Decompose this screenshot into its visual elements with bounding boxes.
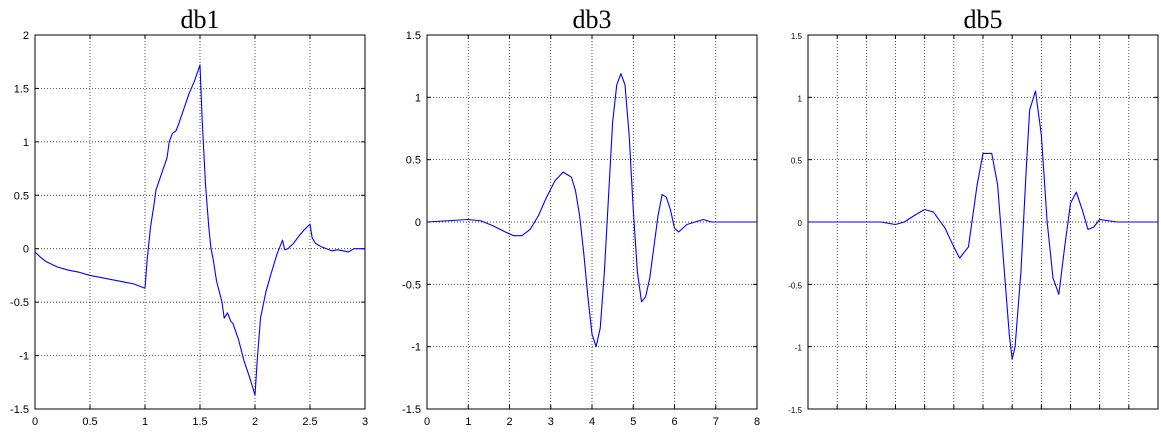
x-tick-label: 2.5 bbox=[302, 416, 317, 428]
x-tick-label: 8 bbox=[754, 416, 760, 428]
y-tick-label: -0.5 bbox=[788, 281, 802, 290]
y-tick-label: -1 bbox=[411, 342, 421, 354]
y-tick-label: 0.5 bbox=[791, 157, 803, 166]
x-tick-label: 0.5 bbox=[82, 416, 97, 428]
y-tick-label: 1 bbox=[23, 137, 29, 149]
x-tick-label: 1 bbox=[142, 416, 148, 428]
x-tick-label: 1 bbox=[465, 416, 471, 428]
y-tick-label: 1 bbox=[798, 94, 803, 103]
y-tick-label: 0 bbox=[415, 217, 421, 229]
chart-db5: db5 1.5 1 0.5 0 -0.5 -1 -1.5 bbox=[788, 5, 1159, 415]
series-line bbox=[426, 73, 757, 348]
y-tick-label: 0 bbox=[798, 219, 803, 228]
y-tick-label: 0.5 bbox=[406, 155, 421, 167]
x-tick-label: 3 bbox=[548, 416, 554, 428]
x-tick-label: 0 bbox=[32, 416, 38, 428]
x-tick-label: 0 bbox=[424, 416, 430, 428]
x-tick-label: 5 bbox=[630, 416, 636, 428]
y-tick-label: -1 bbox=[795, 344, 803, 353]
x-tick-label: 2 bbox=[506, 416, 512, 428]
y-tick-label: 1 bbox=[415, 92, 421, 104]
y-tick-label: 1.5 bbox=[14, 83, 29, 95]
x-tick-label: 1.5 bbox=[192, 416, 207, 428]
y-tick-label: -0.5 bbox=[10, 297, 29, 309]
y-tick-label: -1.5 bbox=[10, 404, 29, 416]
y-tick-label: -0.5 bbox=[402, 279, 421, 291]
chart-title: db3 bbox=[573, 5, 612, 34]
y-tick-label: -1 bbox=[19, 351, 29, 363]
y-tick-label: 1.5 bbox=[406, 30, 421, 42]
x-tick-label: 7 bbox=[713, 416, 719, 428]
x-tick-label: 3 bbox=[362, 416, 368, 428]
y-tick-label: -1.5 bbox=[788, 406, 802, 415]
x-tick-label: 2 bbox=[252, 416, 258, 428]
y-tick-label: 1.5 bbox=[791, 32, 803, 41]
series-line bbox=[34, 64, 365, 396]
y-tick-label: 0 bbox=[23, 244, 29, 256]
x-tick-label: 6 bbox=[671, 416, 677, 428]
chart-title: db5 bbox=[964, 5, 1003, 34]
chart-title: db1 bbox=[181, 5, 220, 34]
x-tick-label: 4 bbox=[589, 416, 595, 428]
plot-frame bbox=[34, 34, 366, 410]
series-line bbox=[808, 90, 1158, 360]
y-tick-label: 0.5 bbox=[14, 190, 29, 202]
chart-db3: db3 0 1 2 3 4 5 6 7 8 1.5 1 0.5 0 -0.5 -1 -1.5 bbox=[402, 5, 760, 428]
y-tick-label: 2 bbox=[23, 30, 29, 42]
chart-db1: db1 0 0.5 1 1.5 2 2.5 3 2 1.5 1 0.5 0 -0.5 -1 -1.5 bbox=[10, 5, 368, 428]
y-tick-label: -1.5 bbox=[402, 404, 421, 416]
